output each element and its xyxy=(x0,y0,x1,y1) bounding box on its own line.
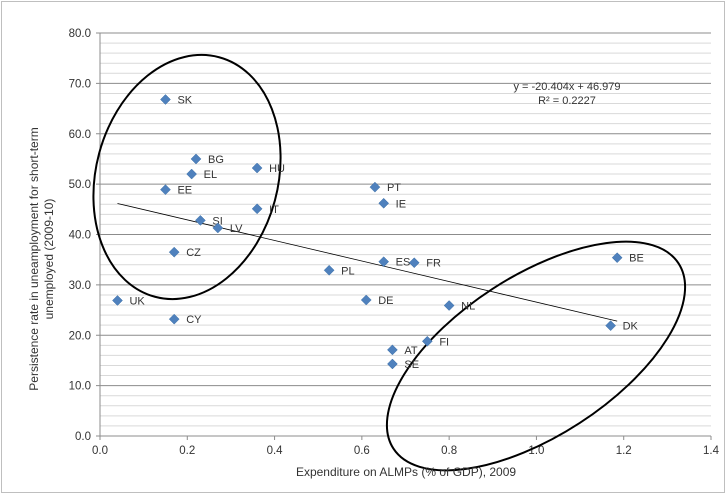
y-tick-label: 60.0 xyxy=(69,129,91,141)
y-tick-label: 30.0 xyxy=(69,280,91,292)
ellipse-left-group xyxy=(92,53,282,301)
x-tick-label: 0.4 xyxy=(267,445,284,457)
point-pt xyxy=(369,181,381,193)
point-label-es: ES xyxy=(396,257,411,269)
point-label-lv: LV xyxy=(230,223,243,235)
point-label-be: BE xyxy=(629,253,644,265)
point-ee xyxy=(160,184,171,196)
point-label-el: EL xyxy=(204,169,217,181)
y-tick-label: 20.0 xyxy=(69,330,91,342)
point-label-it: IT xyxy=(269,204,279,216)
point-nl xyxy=(443,300,455,311)
x-tick-label: 0.6 xyxy=(354,445,370,457)
point-label-dk: DK xyxy=(623,321,639,333)
point-label-uk: UK xyxy=(129,295,145,307)
point-hu xyxy=(251,162,263,174)
point-ie xyxy=(378,197,390,209)
y-tick-label: 10.0 xyxy=(69,381,91,393)
point-label-bg: BG xyxy=(208,154,224,166)
point-label-cy: CY xyxy=(186,314,202,326)
ellipse-right-group xyxy=(385,240,687,472)
point-label-de: DE xyxy=(378,295,393,307)
point-fi xyxy=(421,335,433,347)
group-ellipses xyxy=(92,53,687,472)
point-label-pl: PL xyxy=(341,265,354,277)
y-tick-label: 0.0 xyxy=(75,431,91,443)
point-label-ee: EE xyxy=(177,185,192,197)
x-tick-label: 0.0 xyxy=(92,445,108,457)
point-label-ie: IE xyxy=(396,198,406,210)
point-label-si: SI xyxy=(212,215,222,227)
data-points: SK BG EL HU EE IT SI LV CZ UK CY PT IE ES FR PL DE NL FI AT… xyxy=(112,94,644,371)
point-uk xyxy=(112,295,123,306)
point-it xyxy=(251,203,263,215)
point-cz xyxy=(168,246,180,258)
y-tick-label: 50.0 xyxy=(69,179,91,191)
point-label-hu: HU xyxy=(269,163,285,175)
point-sk xyxy=(160,94,171,105)
point-label-cz: CZ xyxy=(186,247,201,259)
point-bg xyxy=(190,153,202,165)
trend-equation: y = -20.404x + 46.979 xyxy=(513,81,620,93)
tick-labels: 0.0 10.0 20.0 30.0 40.0 50.0 60.0 70.0 80.0 0.0 0.… xyxy=(69,28,720,457)
point-label-sk: SK xyxy=(177,94,192,106)
x-tick-label: 0.8 xyxy=(441,445,457,457)
y-axis-title-line2: unemployed (2009-10) xyxy=(42,199,56,320)
point-si xyxy=(195,215,206,226)
point-label-at: AT xyxy=(404,345,418,357)
y-tick-label: 80.0 xyxy=(69,28,91,40)
point-label-pt: PT xyxy=(387,182,401,194)
x-tick-label: 0.2 xyxy=(179,445,195,457)
point-label-fi: FI xyxy=(439,336,449,348)
point-fr xyxy=(408,257,420,269)
point-es xyxy=(378,256,390,268)
point-pl xyxy=(323,264,335,276)
point-at xyxy=(387,344,398,356)
point-be xyxy=(611,252,623,264)
point-se xyxy=(387,358,398,370)
x-tick-label: 1.2 xyxy=(616,445,632,457)
y-axis-title-line1: Persistence rate in uneamployment for sh… xyxy=(27,127,41,390)
y-tick-label: 70.0 xyxy=(69,78,91,90)
point-de xyxy=(360,294,372,306)
point-label-nl: NL xyxy=(461,301,475,313)
point-lv xyxy=(212,222,224,234)
point-label-se: SE xyxy=(404,359,419,371)
point-dk xyxy=(605,320,616,332)
x-axis-title: Expenditure on ALMPs (% of GDP), 2009 xyxy=(296,465,516,479)
point-el xyxy=(186,168,198,180)
point-cy xyxy=(168,313,180,325)
x-tick-label: 1.4 xyxy=(703,445,720,457)
point-label-fr: FR xyxy=(426,258,441,270)
y-tick-label: 40.0 xyxy=(69,230,91,242)
trend-r-squared: R² = 0.2227 xyxy=(538,95,596,107)
gridlines xyxy=(100,32,711,427)
